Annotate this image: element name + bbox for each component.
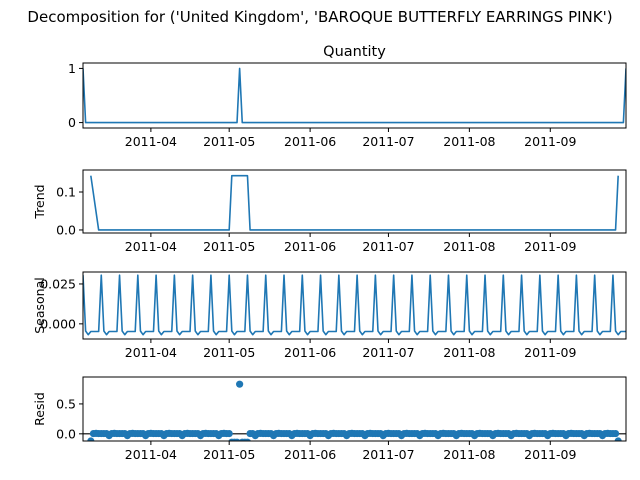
x-tick-label: 2011-07 [362, 345, 414, 360]
trend-ylabel: Trend [32, 184, 47, 219]
trend-plot-area [90, 174, 619, 231]
trend-series-line [90, 174, 619, 231]
seasonal-axes-frame [82, 271, 627, 340]
seasonal-plot-area [83, 274, 626, 336]
x-tick-label: 2011-07 [362, 447, 414, 462]
figure-title: Decomposition for ('United Kingdom', 'BA… [27, 8, 612, 26]
x-tick-label: 2011-08 [443, 134, 495, 149]
x-tick-label: 2011-07 [362, 239, 414, 254]
trend-axes-frame [82, 169, 627, 234]
seasonal-ylabel: Seasonal [32, 277, 47, 334]
x-tick-label: 2011-05 [203, 134, 255, 149]
quantity-title: Quantity [323, 44, 386, 60]
x-tick-label: 2011-06 [284, 345, 336, 360]
subplot-panels: 2011-04 2011-05 2011-06 2011-07 2011-08 2011-… [32, 44, 627, 462]
x-tick-label: 2011-08 [443, 345, 495, 360]
resid-point [611, 429, 620, 438]
y-tick-label: 0.000 [40, 316, 76, 331]
x-tick-label: 2011-04 [125, 239, 177, 254]
x-tick-label: 2011-09 [524, 239, 576, 254]
y-tick-label: 0.025 [40, 276, 76, 291]
quantity-axes-frame [82, 62, 627, 129]
x-tick-label: 2011-05 [203, 345, 255, 360]
x-tick-label: 2011-05 [203, 239, 255, 254]
resid-point [87, 437, 95, 441]
x-tick-label: 2011-04 [125, 134, 177, 149]
y-tick-label: 0.1 [56, 185, 76, 200]
x-tick-label: 2011-05 [203, 447, 255, 462]
y-tick-label: 0 [68, 115, 76, 130]
x-tick-label: 2011-06 [284, 239, 336, 254]
x-tick-label: 2011-09 [524, 345, 576, 360]
x-tick-label: 2011-09 [524, 134, 576, 149]
seasonal-series-line [83, 274, 626, 336]
resid-axes-frame [82, 376, 627, 442]
panel-trend: 2011-04 2011-05 2011-06 2011-07 2011-08 2011-… [32, 169, 627, 254]
x-tick-label: 2011-04 [125, 345, 177, 360]
y-tick-label: 0.0 [56, 222, 76, 237]
x-tick-label: 2011-07 [362, 134, 414, 149]
resid-ylabel: Resid [32, 392, 47, 426]
quantity-plot-area [83, 67, 626, 124]
resid-point [233, 438, 241, 441]
resid-point [244, 438, 251, 441]
x-tick-label: 2011-09 [524, 447, 576, 462]
quantity-series-line [83, 67, 626, 124]
y-tick-label: 1 [68, 61, 76, 76]
x-tick-label: 2011-06 [284, 447, 336, 462]
x-tick-label: 2011-04 [125, 447, 177, 462]
panel-resid: 2011-04 2011-05 2011-06 2011-07 2011-08 2011-… [32, 376, 627, 462]
resid-plot-area [83, 380, 626, 441]
panel-quantity: 2011-04 2011-05 2011-06 2011-07 2011-08 2011-… [68, 44, 627, 149]
x-tick-label: 2011-06 [284, 134, 336, 149]
panel-seasonal: 2011-04 2011-05 2011-06 2011-07 2011-08 2011-… [32, 271, 627, 360]
y-tick-label: 0.5 [56, 396, 76, 411]
resid-point [614, 437, 622, 441]
x-tick-label: 2011-08 [443, 239, 495, 254]
resid-point [236, 380, 244, 388]
x-tick-label: 2011-08 [443, 447, 495, 462]
resid-point [225, 429, 233, 438]
y-tick-label: 0.0 [56, 426, 76, 441]
